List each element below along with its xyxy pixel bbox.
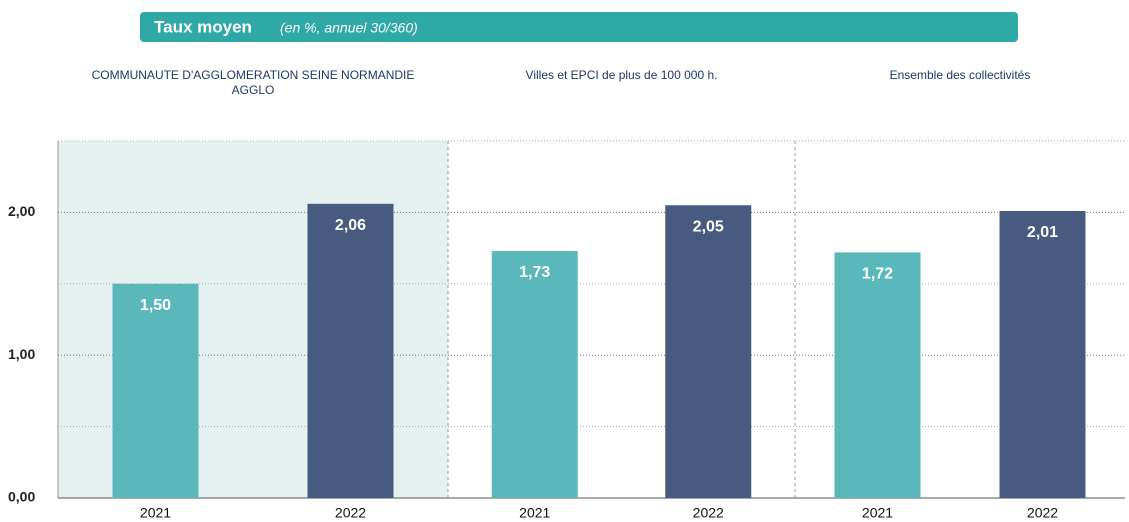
x-tick-label: 2021	[519, 505, 550, 521]
bar	[112, 283, 199, 498]
header-bar	[140, 12, 1018, 42]
data-label: 2,01	[1027, 224, 1058, 241]
data-label: 1,72	[862, 266, 893, 283]
data-label: 2,06	[335, 217, 366, 234]
bar	[665, 205, 752, 498]
group-label: Villes et EPCI de plus de 100 000 h.	[525, 68, 718, 82]
data-label: 1,50	[140, 297, 171, 314]
chart-title: Taux moyen	[154, 17, 252, 36]
bar	[999, 210, 1086, 499]
y-tick-label: 0,00	[8, 489, 35, 505]
x-tick-label: 2022	[1027, 505, 1058, 521]
group-label: COMMUNAUTE D'AGGLOMERATION SEINE NORMAND…	[91, 68, 415, 97]
x-tick-label: 2022	[693, 505, 724, 521]
x-tick-label: 2021	[140, 505, 171, 521]
y-tick-label: 1,00	[8, 346, 35, 362]
data-label: 1,73	[519, 264, 550, 281]
x-tick-label: 2021	[862, 505, 893, 521]
data-label: 2,05	[693, 218, 724, 235]
bar	[491, 250, 578, 498]
y-tick-label: 2,00	[8, 203, 35, 219]
bar	[834, 252, 921, 498]
bar	[307, 203, 394, 498]
x-tick-label: 2022	[335, 505, 366, 521]
group-label: Ensemble des collectivités	[889, 68, 1031, 82]
chart-subtitle: (en %, annuel 30/360)	[280, 20, 418, 36]
